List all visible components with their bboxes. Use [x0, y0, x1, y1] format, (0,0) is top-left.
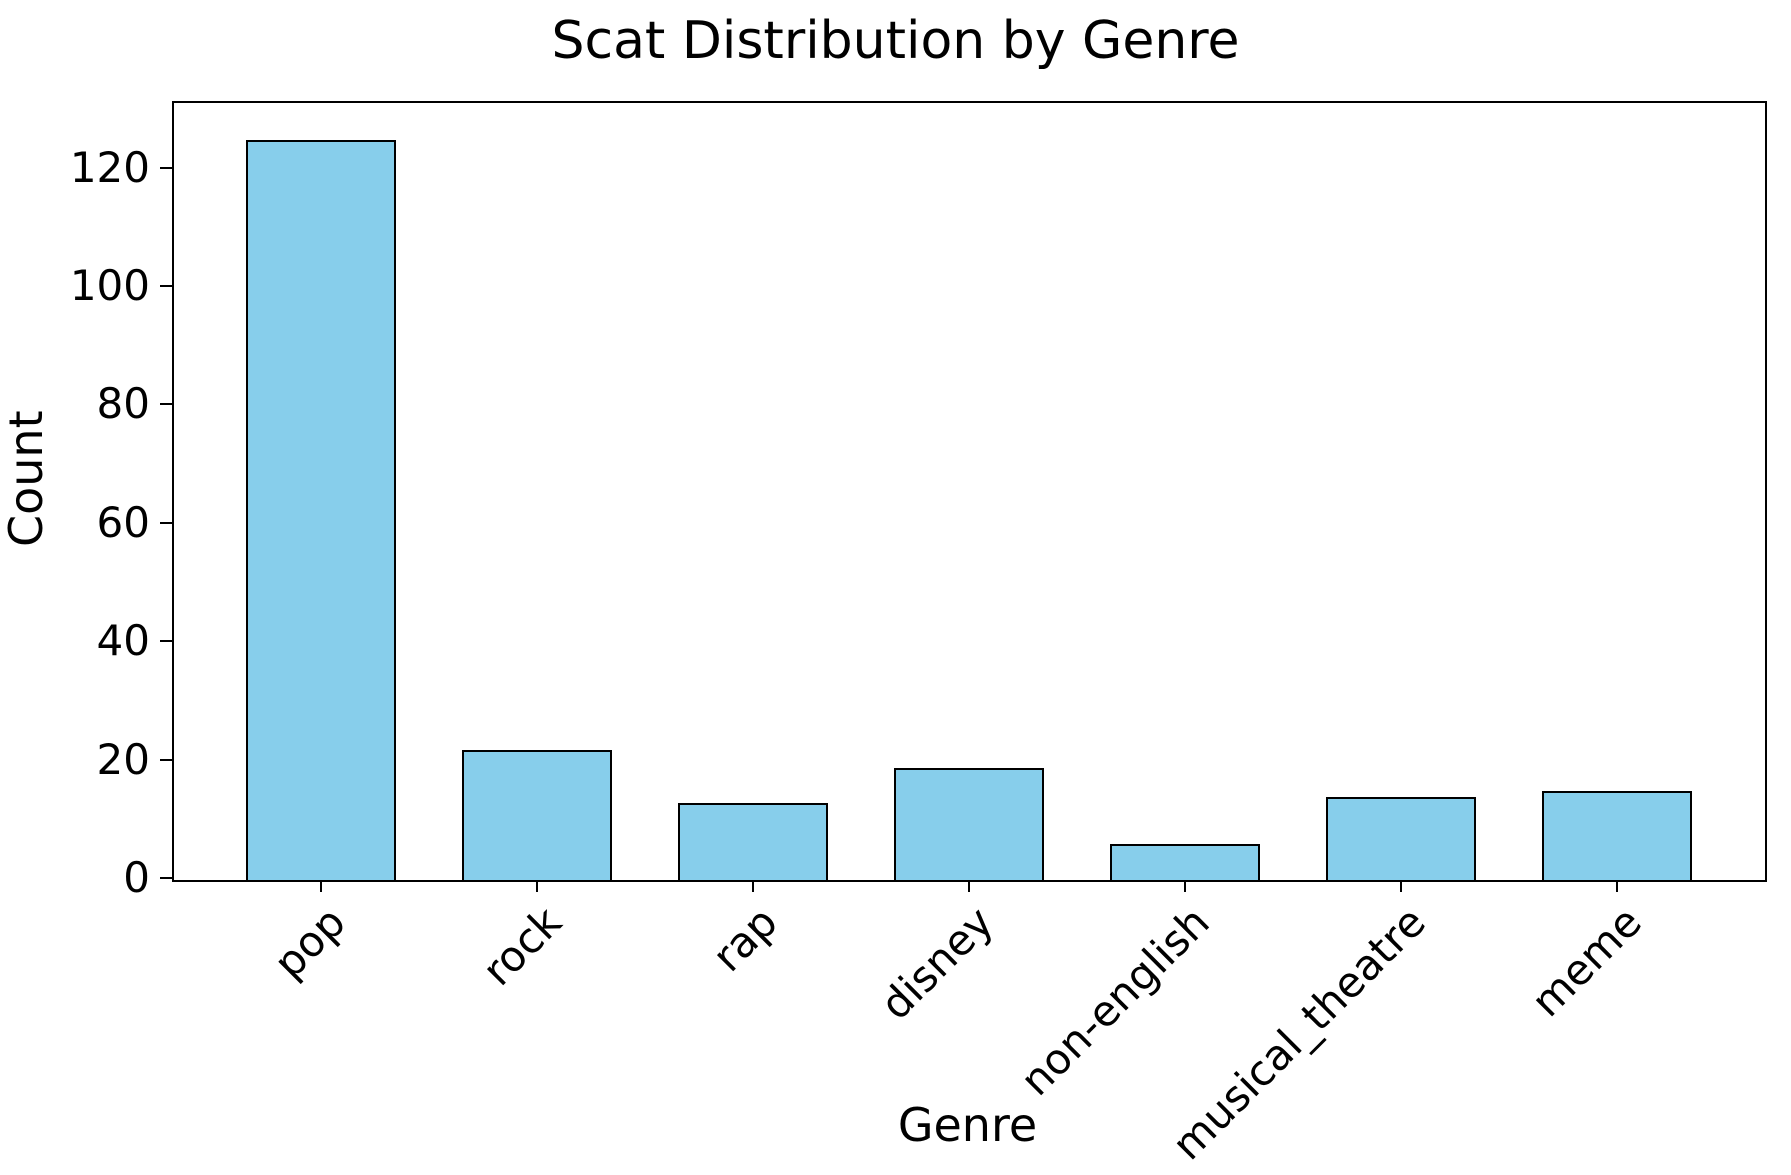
bar-meme — [1542, 791, 1692, 880]
y-tick-mark — [160, 166, 172, 169]
y-tick-mark — [160, 640, 172, 643]
x-tick-mark — [320, 880, 322, 892]
bar-rap — [678, 803, 828, 880]
x-tick-mark — [968, 880, 970, 892]
y-tick-label: 0 — [123, 853, 150, 902]
y-tick-label: 80 — [96, 379, 150, 429]
bar-pop — [246, 140, 396, 880]
y-tick-mark — [160, 285, 172, 287]
x-axis-label: Genre — [897, 1098, 1038, 1152]
bar-non-english — [1110, 844, 1260, 880]
y-tick-label: 40 — [96, 616, 150, 666]
chart-title: Scat Distribution by Genre — [551, 11, 1240, 71]
y-tick-label: 120 — [69, 142, 150, 192]
plot-area — [172, 101, 1767, 882]
y-tick-mark — [160, 521, 172, 524]
x-tick-mark — [752, 880, 754, 892]
bar-musical_theatre — [1326, 797, 1476, 880]
y-tick-mark — [160, 758, 172, 761]
y-tick-label: 60 — [96, 497, 150, 547]
y-tick-mark — [160, 877, 172, 879]
x-tick-mark — [536, 880, 538, 892]
y-tick-label: 20 — [96, 734, 150, 784]
y-tick-label: 100 — [69, 261, 150, 310]
x-tick-mark — [1184, 880, 1186, 892]
y-tick-mark — [160, 403, 172, 406]
x-tick-mark — [1400, 880, 1402, 892]
x-tick-mark — [1616, 880, 1618, 892]
bar-disney — [894, 767, 1044, 880]
bar-rock — [462, 749, 612, 880]
